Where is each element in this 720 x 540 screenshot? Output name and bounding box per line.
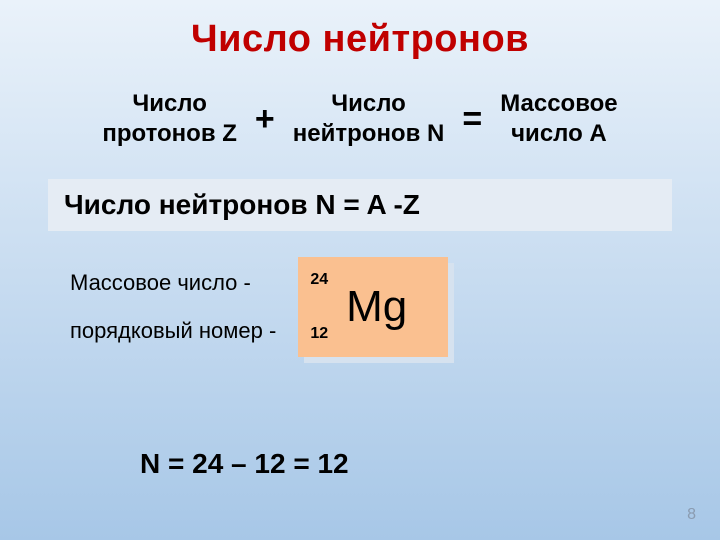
labels-column: Массовое число - порядковый номер - (70, 270, 276, 344)
term-protons-line1: Число (102, 89, 237, 119)
element-numbers: 24 12 (310, 271, 328, 343)
label-ordinal-number: порядковый номер - (70, 318, 276, 344)
element-row: Массовое число - порядковый номер - 24 1… (0, 257, 720, 357)
term-mass-line1: Массовое (500, 89, 617, 119)
calculation-result: N = 24 – 12 = 12 (140, 448, 349, 480)
term-neutrons-line1: Число (293, 89, 445, 119)
term-mass-line2: число А (500, 119, 617, 149)
page-number: 8 (687, 506, 696, 524)
operator-equals: = (462, 100, 482, 139)
neutron-formula-box: Число нейтронов N = A -Z (48, 179, 672, 231)
label-mass-number: Массовое число - (70, 270, 276, 296)
operator-plus: + (255, 100, 275, 139)
slide: Число нейтронов Число протонов Z + Число… (0, 0, 720, 540)
term-protons: Число протонов Z (102, 89, 237, 149)
slide-title: Число нейтронов (0, 0, 720, 61)
element-symbol: Mg (346, 282, 407, 332)
element-mass-number: 24 (310, 271, 328, 289)
term-neutrons: Число нейтронов N (293, 89, 445, 149)
term-protons-line2: протонов Z (102, 119, 237, 149)
term-mass: Массовое число А (500, 89, 617, 149)
term-neutrons-line2: нейтронов N (293, 119, 445, 149)
element-card-face: 24 12 Mg (298, 257, 448, 357)
element-card: 24 12 Mg (298, 257, 448, 357)
element-atomic-number: 12 (310, 325, 328, 343)
formula-row: Число протонов Z + Число нейтронов N = М… (0, 89, 720, 149)
